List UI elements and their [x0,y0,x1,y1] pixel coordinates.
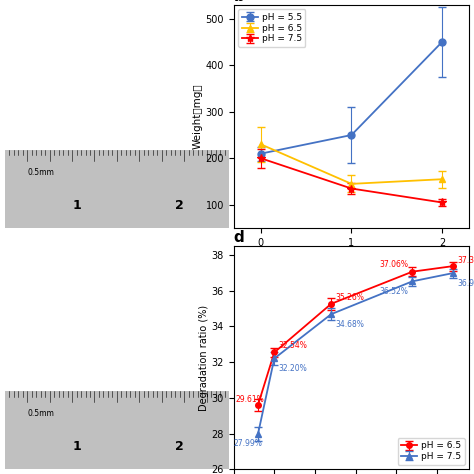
Legend: pH = 6.5, pH = 7.5: pH = 6.5, pH = 7.5 [398,438,465,465]
Text: = 7.5: = 7.5 [16,284,43,294]
Text: 36.52%: 36.52% [379,287,408,296]
Text: 1: 1 [72,199,81,212]
Text: 2: 2 [175,440,184,454]
Text: 7.5 mm: 7.5 mm [83,364,127,374]
Y-axis label: Weight（mg）: Weight（mg） [193,83,203,149]
Text: 32.54%: 32.54% [278,341,307,350]
Text: 37.06%: 37.06% [379,261,408,270]
Text: 14.5 mm: 14.5 mm [83,123,135,133]
FancyBboxPatch shape [5,391,229,469]
Text: 0.5mm: 0.5mm [27,409,54,418]
X-axis label: Time (d): Time (d) [325,253,378,264]
FancyBboxPatch shape [5,150,229,228]
Text: 29.61%: 29.61% [236,395,264,404]
Text: 2: 2 [16,23,22,33]
Text: 27.99%: 27.99% [233,439,262,448]
Text: 2: 2 [175,199,184,212]
Text: d: d [234,230,245,245]
Text: 35.26%: 35.26% [335,292,364,301]
Text: 34.68%: 34.68% [335,319,364,328]
Text: b: b [234,0,245,4]
Text: = 5.5: = 5.5 [16,43,43,53]
Legend: pH = 5.5, pH = 6.5, pH = 7.5: pH = 5.5, pH = 6.5, pH = 7.5 [238,9,305,47]
Text: 0.5mm: 0.5mm [27,168,54,177]
Y-axis label: Degradation ratio (%): Degradation ratio (%) [199,304,209,410]
Text: 36.98%: 36.98% [457,279,474,288]
Text: 37.37%: 37.37% [457,256,474,265]
Text: 2: 2 [16,264,22,274]
Text: 32.20%: 32.20% [278,364,307,373]
Text: 1: 1 [72,440,81,454]
